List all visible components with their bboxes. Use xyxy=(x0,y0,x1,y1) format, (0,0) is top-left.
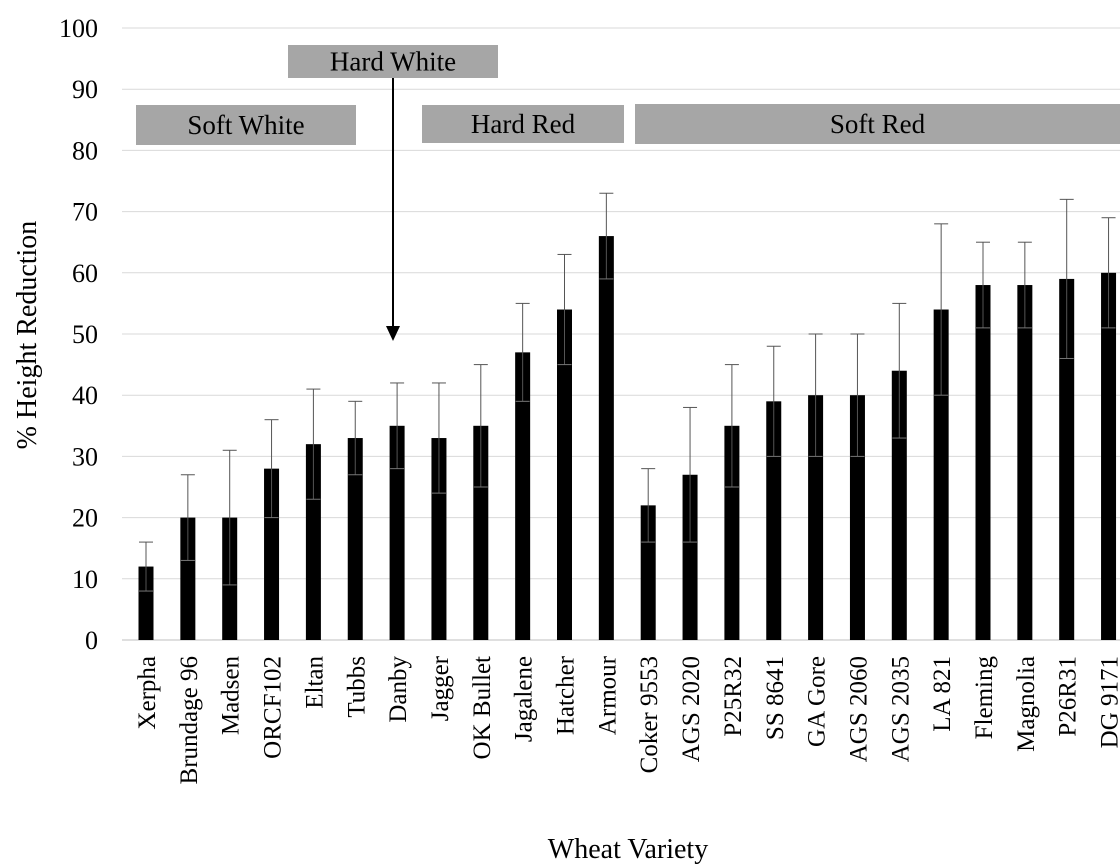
y-tick-label: 0 xyxy=(85,626,98,655)
bar xyxy=(347,438,363,640)
y-tick-label: 20 xyxy=(72,504,98,533)
bar xyxy=(1101,272,1117,640)
x-tick-label: OK Bullet xyxy=(469,656,496,760)
x-tick-label: Brundage 96 xyxy=(176,656,203,784)
x-tick-label: Coker 9553 xyxy=(636,656,663,773)
group-labels: Soft White Hard White Hard Red Soft Red xyxy=(136,45,1120,341)
group-label: Soft White xyxy=(187,110,304,140)
y-tick-label: 80 xyxy=(72,136,98,165)
bar xyxy=(682,474,698,640)
x-tick-label: Armour xyxy=(594,655,621,735)
bar xyxy=(975,285,991,640)
bar xyxy=(180,517,196,640)
y-tick-label: 30 xyxy=(72,442,98,471)
y-tick-label: 90 xyxy=(72,75,98,104)
y-tick-labels: 0 10 20 30 40 50 60 70 80 90 100 xyxy=(59,14,98,655)
x-tick-label: Fleming xyxy=(971,656,998,740)
group-label-box xyxy=(136,105,356,145)
bar xyxy=(1017,285,1033,640)
y-tick-label: 10 xyxy=(72,565,98,594)
arrow-head xyxy=(386,326,400,341)
x-tick-label: Danby xyxy=(385,656,412,723)
bar xyxy=(138,566,154,640)
bar xyxy=(933,309,949,640)
x-tick-label: AGS 2060 xyxy=(845,656,872,762)
x-tick-label: DG 9171 xyxy=(1097,656,1120,748)
error-bars xyxy=(139,192,1116,592)
y-axis-title: % Height Reduction xyxy=(12,221,43,450)
x-tick-label: LA 821 xyxy=(929,656,956,732)
x-axis-title: Wheat Variety xyxy=(548,834,708,865)
x-tick-label: SS 8641 xyxy=(762,656,789,740)
y-tick-label: 60 xyxy=(72,259,98,288)
bar xyxy=(473,425,489,640)
bar xyxy=(264,468,280,640)
x-tick-label: P26R31 xyxy=(1055,656,1082,737)
group-label: Soft Red xyxy=(830,109,926,139)
x-tick-label: Madsen xyxy=(218,656,245,736)
x-tick-label: GA Gore xyxy=(804,656,831,747)
x-tick-labels: Xerpha Brundage 96 Madsen ORCF102 Eltan Tubbs… xyxy=(134,655,1120,784)
bar xyxy=(389,425,405,640)
group-label-box xyxy=(635,104,1120,144)
bar xyxy=(515,352,531,640)
x-tick-label: Hatcher xyxy=(553,655,580,735)
bar xyxy=(431,438,447,640)
bar xyxy=(305,444,321,640)
gridlines xyxy=(122,27,1120,641)
bar xyxy=(724,425,740,640)
group-label-box xyxy=(288,45,498,78)
bar xyxy=(598,236,614,640)
bar xyxy=(766,401,782,640)
x-tick-label: Xerpha xyxy=(134,656,161,730)
y-tick-label: 40 xyxy=(72,381,98,410)
x-tick-label: Eltan xyxy=(301,656,328,709)
bar xyxy=(557,309,572,640)
x-tick-label: Jagalene xyxy=(511,656,538,742)
group-label-box xyxy=(422,105,624,143)
y-tick-label: 50 xyxy=(72,320,98,349)
group-label: Hard Red xyxy=(471,109,576,139)
x-tick-label: ORCF102 xyxy=(260,656,287,759)
x-tick-label: Jagger xyxy=(427,655,454,721)
y-tick-label: 70 xyxy=(72,198,98,227)
bar xyxy=(1059,278,1075,640)
bar xyxy=(640,505,656,640)
x-tick-label: AGS 2020 xyxy=(678,656,705,762)
x-tick-label: Tubbs xyxy=(343,656,370,718)
group-label: Hard White xyxy=(330,47,456,77)
x-tick-label: Magnolia xyxy=(1013,656,1040,752)
y-tick-label: 100 xyxy=(59,14,98,43)
x-tick-label: P25R32 xyxy=(720,656,747,737)
x-tick-label: AGS 2035 xyxy=(887,656,914,762)
bars xyxy=(138,236,1117,640)
